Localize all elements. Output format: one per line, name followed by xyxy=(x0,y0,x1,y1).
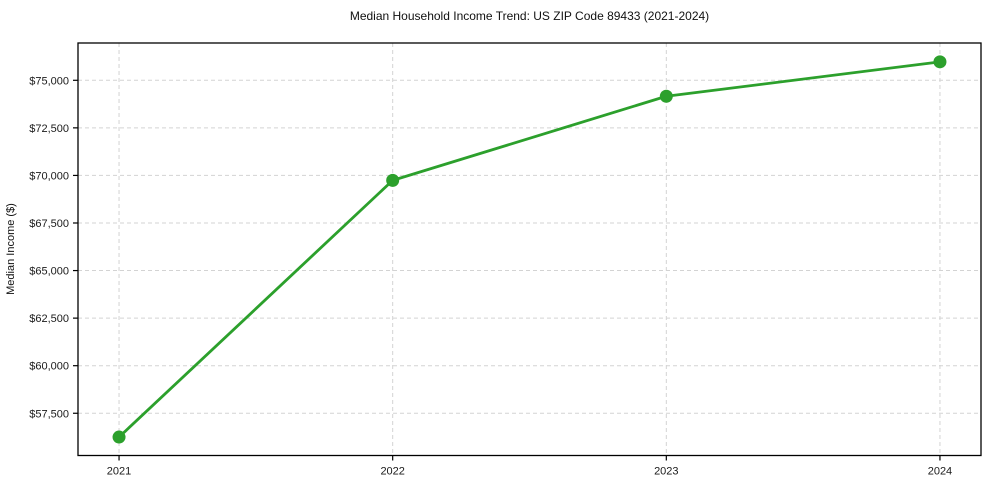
x-tick-label: 2024 xyxy=(928,466,952,478)
y-tick-label: $57,500 xyxy=(29,408,69,420)
chart-title: Median Household Income Trend: US ZIP Co… xyxy=(349,9,710,23)
x-tick-label: 2021 xyxy=(107,466,131,478)
y-axis-label: Median Income ($) xyxy=(5,203,17,295)
plot-border xyxy=(77,42,982,457)
plot-layers: $57,500 $60,000 $62,500 $65,000 $67,500 $70,0… xyxy=(29,42,982,478)
y-tick-label: $75,000 xyxy=(29,75,69,87)
income-trend-line xyxy=(117,60,942,439)
y-tick-label: $72,500 xyxy=(29,123,69,135)
y-tick-label: $62,500 xyxy=(29,313,69,325)
x-tick-label: 2023 xyxy=(654,466,678,478)
data-point-marker xyxy=(659,89,673,103)
data-point-marker xyxy=(386,173,400,187)
y-tick-label: $67,500 xyxy=(29,218,69,230)
data-point-marker xyxy=(933,55,947,69)
y-tick-label: $70,000 xyxy=(29,170,69,182)
x-tick-label: 2022 xyxy=(380,466,404,478)
data-point-marker xyxy=(112,430,126,444)
y-tick-label: $65,000 xyxy=(29,266,69,278)
y-tick-label: $60,000 xyxy=(29,361,69,373)
